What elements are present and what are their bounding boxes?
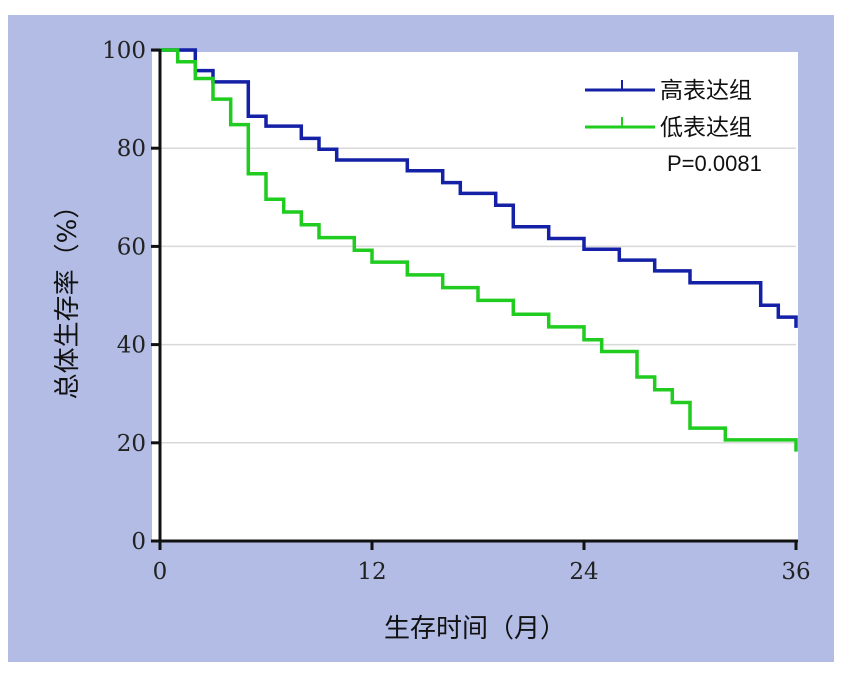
plot-area [152,52,798,542]
grid-lines [160,147,796,444]
y-tick-label-100: 100 [102,38,146,64]
tick-labels: 0 20 40 60 80 100 0 12 24 36 [102,38,811,585]
y-tick-label-40: 40 [117,333,146,359]
axes [151,48,798,550]
x-tick-label-0: 0 [153,559,168,585]
y-axis-title: 总体生存率（%） [53,193,83,400]
y-tick-label-20: 20 [117,431,146,457]
x-axis-title: 生存时间（月） [384,614,566,644]
series-line-0 [160,48,798,328]
y-tick-label-0: 0 [131,529,146,555]
legend: 高表达组 低表达组 P=0.0081 [585,78,762,176]
series-line-1 [160,48,798,452]
p-value-annotation: P=0.0081 [667,151,762,176]
legend-label-low: 低表达组 [660,115,752,141]
x-tick-label-36: 36 [781,559,810,585]
x-tick-label-12: 12 [357,559,386,585]
series-layer [160,48,798,452]
y-tick-label-60: 60 [117,234,146,260]
legend-label-high: 高表达组 [660,78,752,104]
x-tick-label-24: 24 [569,559,598,585]
y-tick-label-80: 80 [117,136,146,162]
